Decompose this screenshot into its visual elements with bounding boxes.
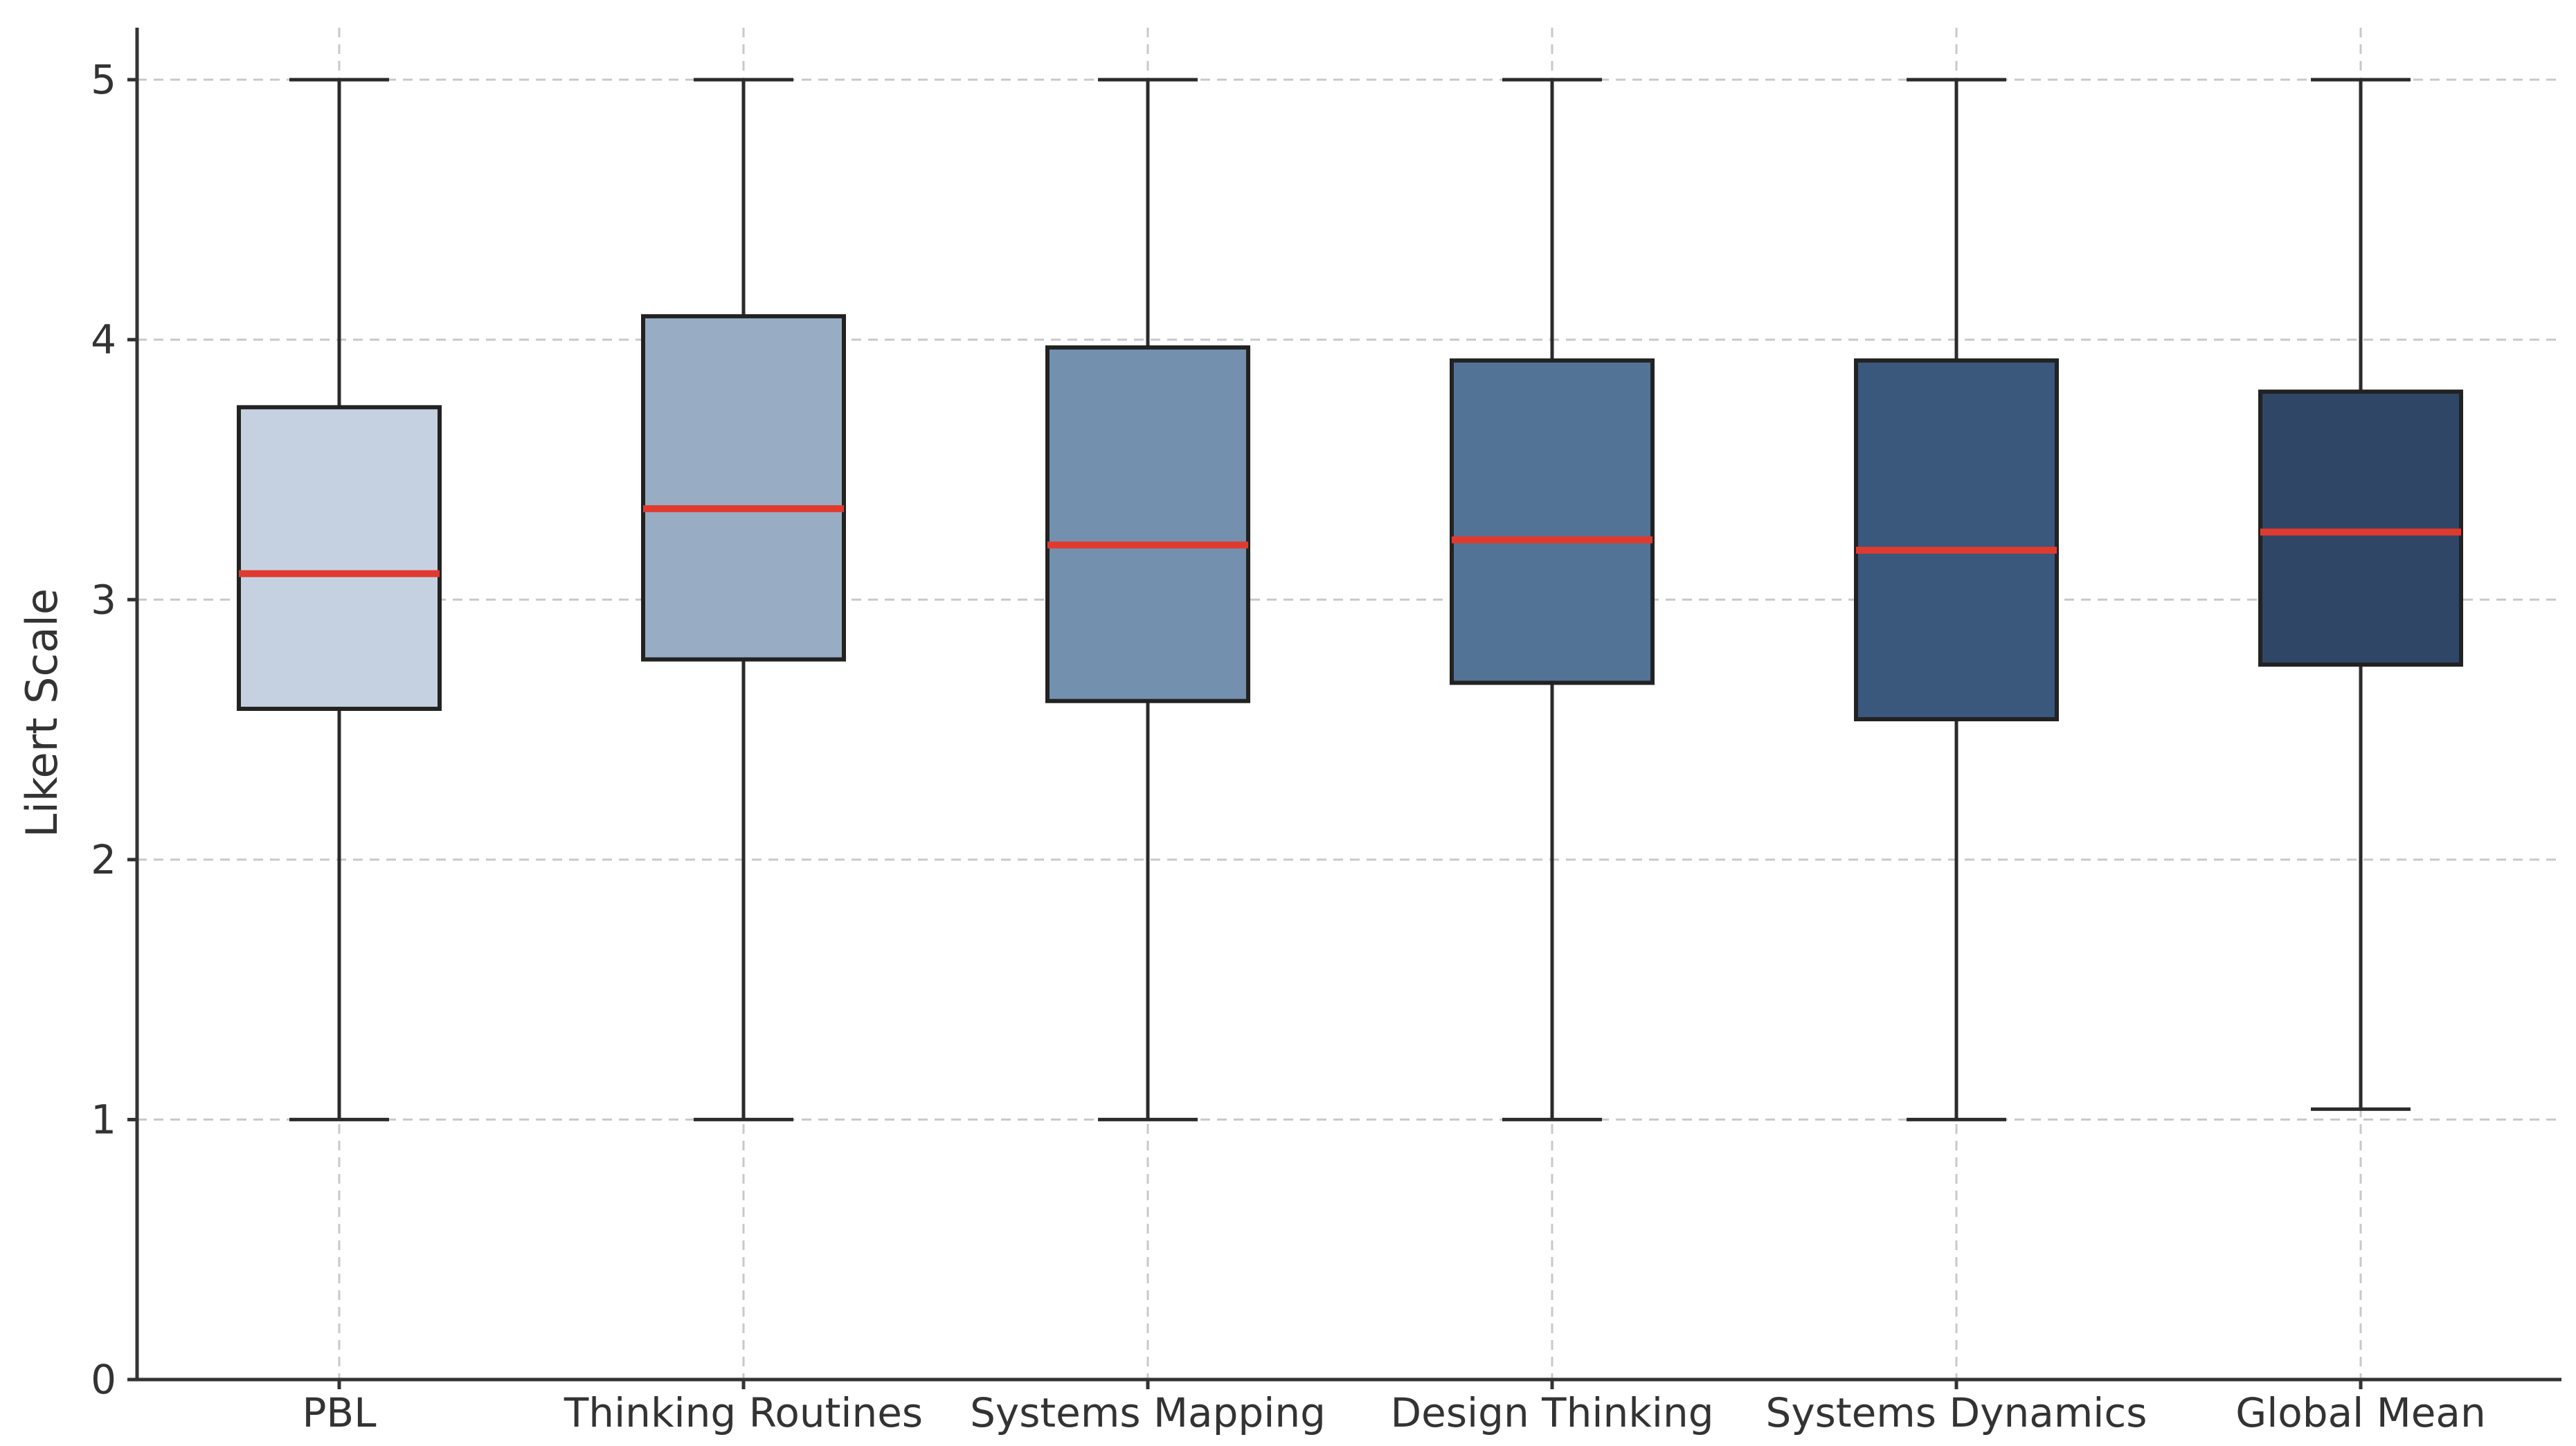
x-tick-label-3: Design Thinking <box>1390 1389 1713 1436</box>
box-group-4 <box>1854 78 2059 1121</box>
iqr-box <box>2258 389 2463 667</box>
grid-layer <box>137 28 2561 1380</box>
box-group-1 <box>641 78 846 1121</box>
iqr-box <box>1450 358 1655 685</box>
y-tick-label-0: 0 <box>91 1356 116 1403</box>
x-tick-label-2: Systems Mapping <box>970 1389 1326 1436</box>
x-tick-label-4: Systems Dynamics <box>1766 1389 2147 1436</box>
x-tick-label-5: Global Mean <box>2235 1389 2485 1436</box>
y-tick-label-3: 3 <box>91 576 116 623</box>
y-tick-label-1: 1 <box>91 1096 116 1143</box>
y-tick-label-2: 2 <box>91 836 116 883</box>
iqr-box <box>1854 358 2059 722</box>
box-layer <box>237 78 2463 1121</box>
box-group-2 <box>1045 78 1250 1121</box>
y-axis-label: Likert Scale <box>17 588 67 838</box>
iqr-box <box>1045 345 1250 703</box>
y-tick-label-4: 4 <box>91 316 116 363</box>
y-tick-label-5: 5 <box>91 56 116 103</box>
iqr-box <box>237 405 442 712</box>
box-group-0 <box>237 78 442 1121</box>
box-group-5 <box>2258 78 2463 1111</box>
axis-layer: 0 1 2 3 4 5 PBL Thinking Routines Systems Mappin… <box>91 28 2561 1436</box>
box-group-3 <box>1450 78 1655 1121</box>
iqr-box <box>641 314 846 662</box>
x-tick-label-1: Thinking Routines <box>564 1389 923 1436</box>
x-tick-label-0: PBL <box>302 1389 376 1436</box>
